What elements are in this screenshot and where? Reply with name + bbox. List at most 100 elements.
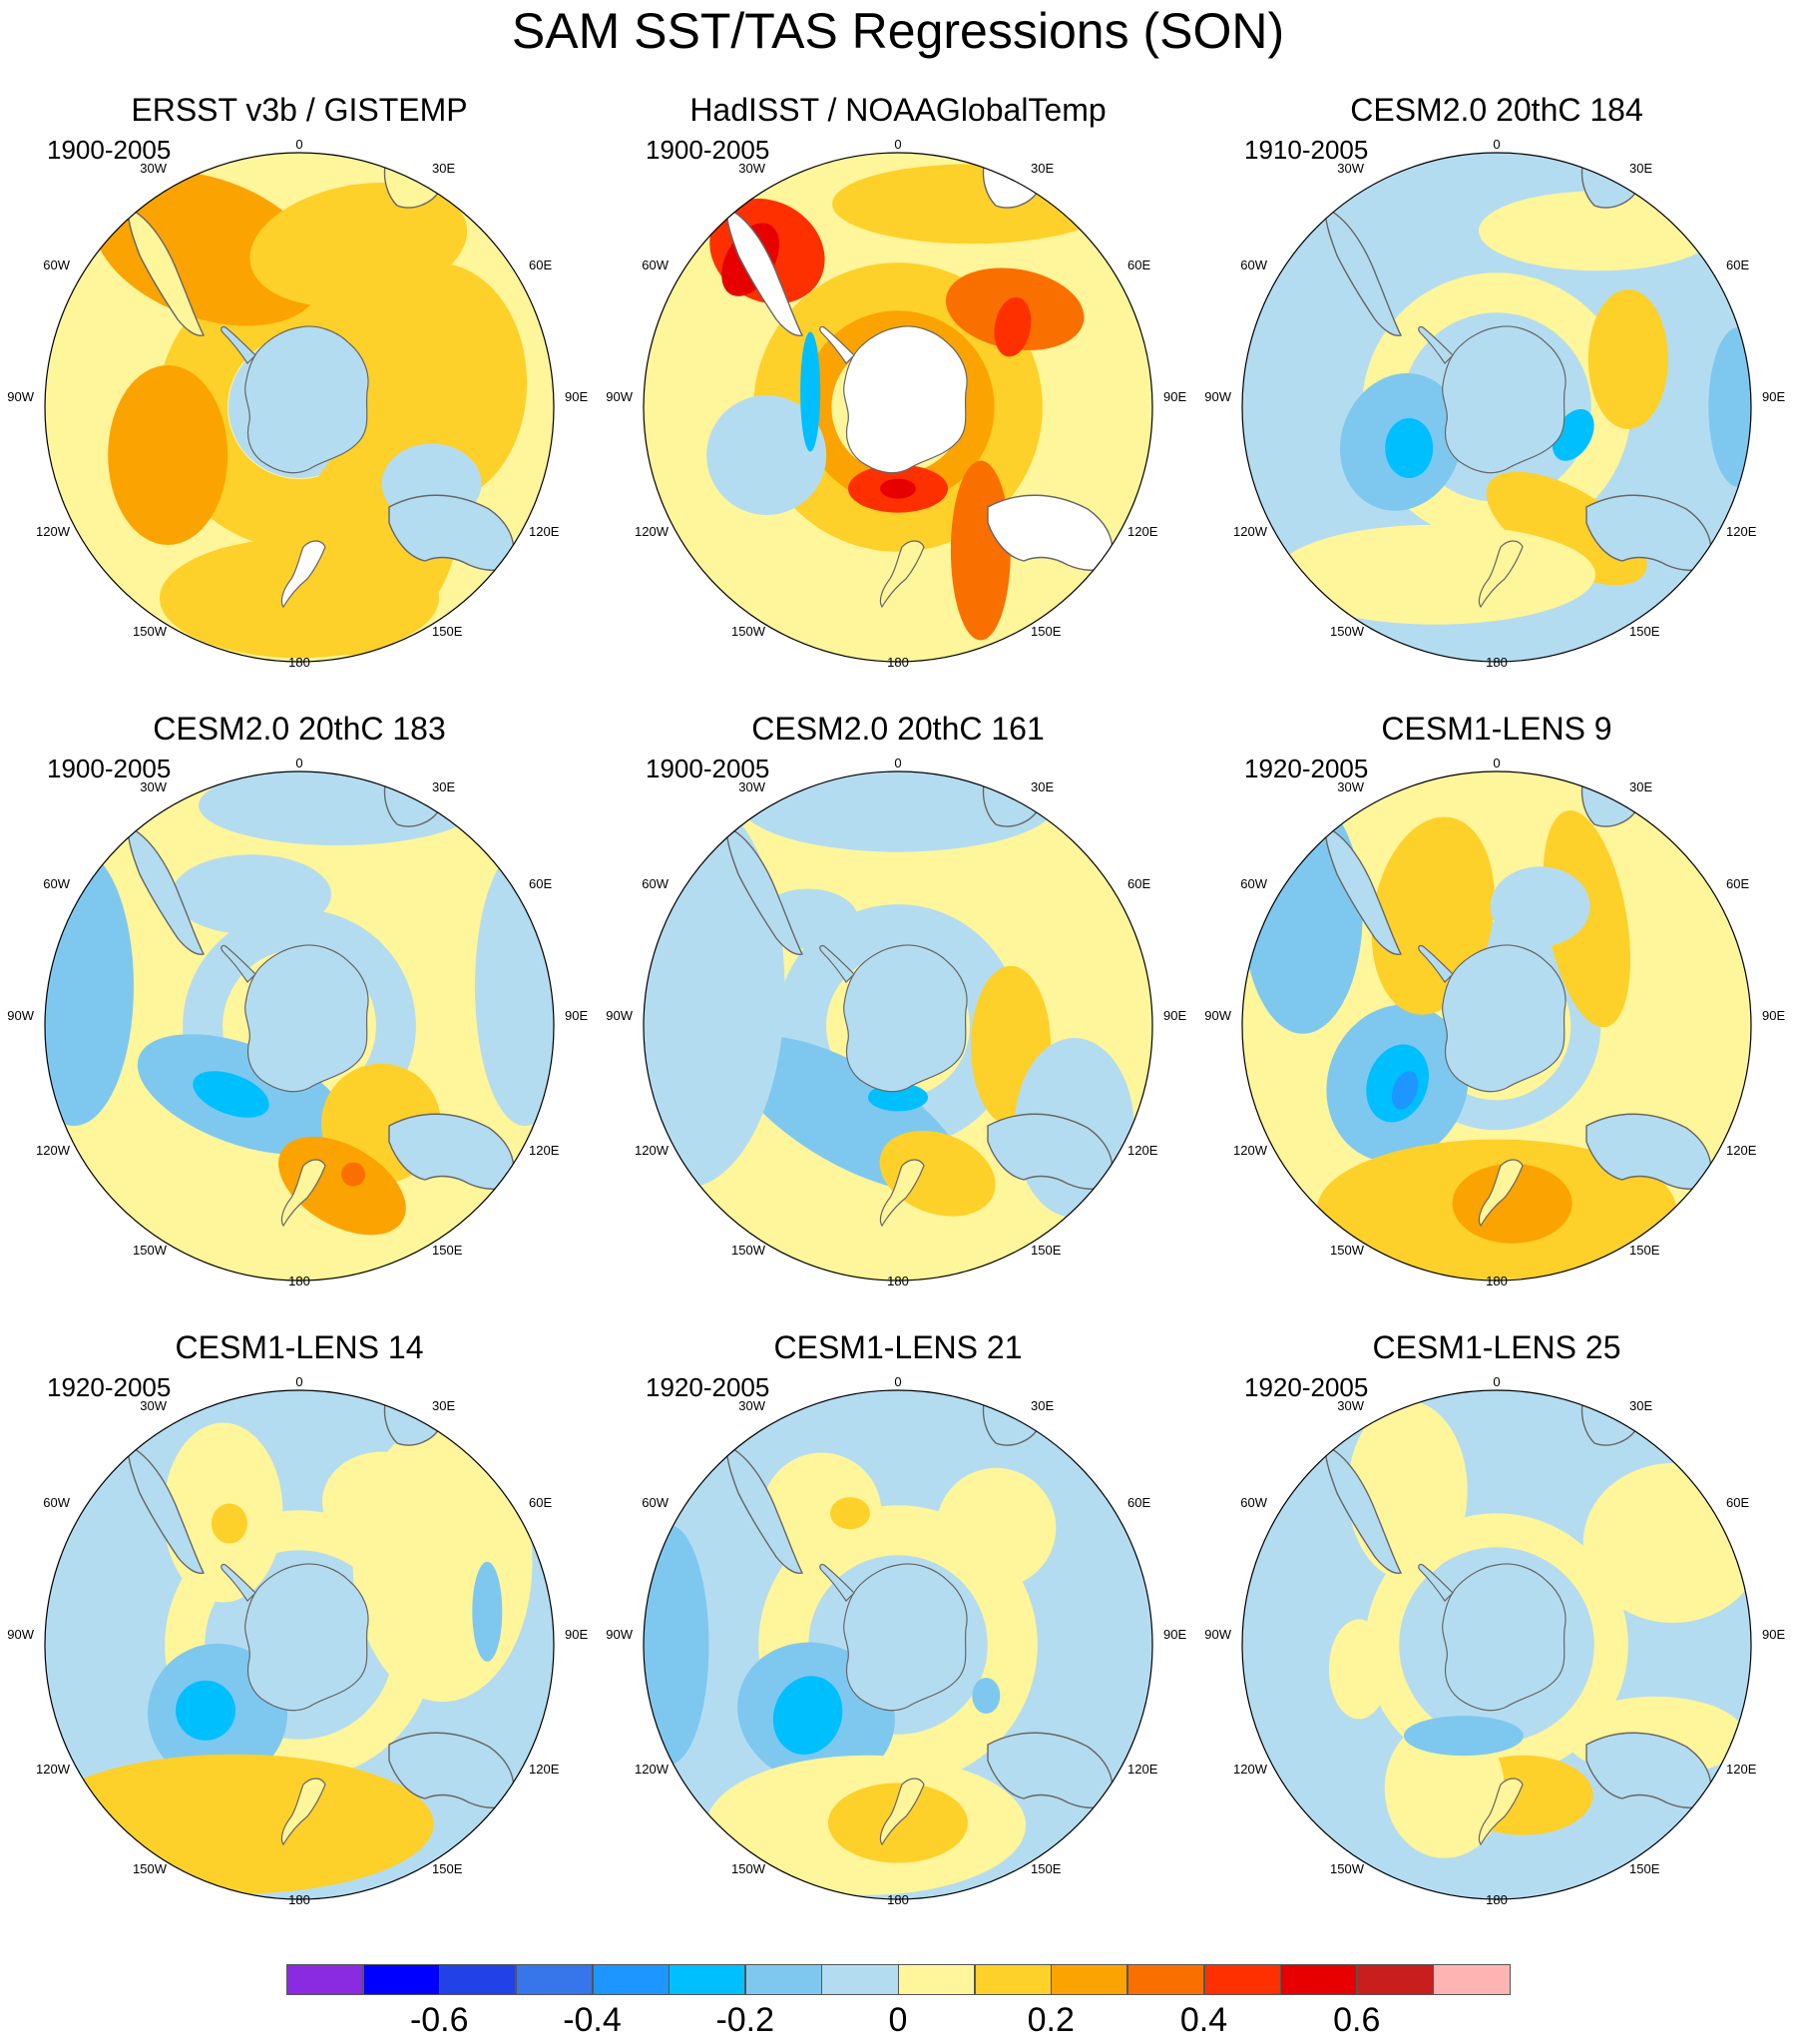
polar-map: 0 30E 60E 90E 120E 150E 180 150W 120W 90W 60W 30W bbox=[606, 756, 1186, 1288]
longitude-label: 30W bbox=[140, 779, 167, 794]
polar-map: 0 30E 60E 90E 120E 150E 180 150W 120W 90W 60W 30W bbox=[606, 137, 1186, 670]
longitude-label: 180 bbox=[887, 655, 909, 670]
anomaly-region bbox=[176, 1680, 235, 1741]
longitude-label: 120E bbox=[1726, 1762, 1757, 1777]
colorbar-swatch bbox=[744, 1964, 822, 1995]
longitude-label: 150E bbox=[1629, 1243, 1660, 1258]
antarctica-landmass bbox=[244, 944, 369, 1093]
longitude-label: 150E bbox=[432, 624, 463, 639]
south-america-landmass bbox=[1324, 206, 1403, 336]
longitude-label: 30W bbox=[140, 1398, 167, 1413]
longitude-label: 30W bbox=[738, 1398, 765, 1413]
antarctica-landmass bbox=[244, 1563, 369, 1712]
map-panel-cesm2-161: CESM2.0 20thC 161 1900-2005 0 30E 60E 90E 12… bbox=[599, 709, 1197, 1327]
longitude-label: 90E bbox=[565, 1627, 588, 1642]
map-boundary bbox=[44, 770, 555, 1281]
map-boundary bbox=[1241, 770, 1752, 1281]
field-layer bbox=[644, 771, 1152, 1280]
longitude-label: 90E bbox=[565, 1008, 588, 1023]
anomaly-region bbox=[994, 296, 1032, 357]
longitude-label: 90W bbox=[7, 389, 34, 404]
colorbar-swatch bbox=[592, 1964, 670, 1995]
antarctic-peninsula bbox=[819, 1563, 855, 1602]
longitude-label: 30W bbox=[1337, 161, 1364, 176]
panel-period: 1900-2005 bbox=[47, 135, 172, 165]
longitude-label: 120E bbox=[1127, 1143, 1158, 1158]
longitude-label: 120W bbox=[1233, 524, 1268, 539]
longitude-label: 120W bbox=[36, 1762, 71, 1777]
anomaly-region bbox=[160, 538, 439, 659]
anomaly-region bbox=[800, 331, 821, 452]
anomaly-region bbox=[472, 1561, 503, 1662]
antarctic-peninsula bbox=[1418, 325, 1454, 364]
longitude-label: 0 bbox=[295, 1374, 302, 1389]
colorbar-swatch bbox=[1356, 1964, 1434, 1995]
longitude-label: 30E bbox=[1031, 161, 1054, 176]
south-america-landmass bbox=[725, 824, 804, 955]
polar-map: 0 30E 60E 90E 120E 150E 180 150W 120W 90W 60W 30W bbox=[1204, 1374, 1785, 1907]
colorbar: -0.6 -0.4 -0.2 0 0.2 0.4 0.6 bbox=[286, 1964, 1511, 2040]
panel-period: 1900-2005 bbox=[47, 754, 172, 783]
new-zealand-landmass bbox=[280, 1159, 326, 1228]
new-zealand-landmass bbox=[879, 1778, 925, 1846]
longitude-label: 120E bbox=[1127, 1762, 1158, 1777]
longitude-label: 90E bbox=[1762, 1008, 1785, 1023]
panel-period: 1900-2005 bbox=[646, 135, 770, 165]
longitude-label: 90W bbox=[1204, 1008, 1231, 1023]
map-boundary bbox=[643, 152, 1153, 663]
polar-map: 0 30E 60E 90E 120E 150E 180 150W 120W 90W 60W 30W bbox=[7, 1374, 588, 1907]
new-zealand-landmass bbox=[280, 1778, 326, 1846]
colorbar-swatch bbox=[821, 1964, 899, 1995]
longitude-label: 180 bbox=[1486, 1892, 1508, 1907]
longitude-label: 120W bbox=[36, 1143, 71, 1158]
longitude-label: 120E bbox=[529, 524, 560, 539]
anomaly-region bbox=[341, 1162, 366, 1187]
longitude-label: 60E bbox=[529, 876, 552, 891]
panel-title: CESM1-LENS 9 bbox=[1381, 711, 1612, 747]
anomaly-region bbox=[1708, 327, 1751, 487]
colorbar-tick-label: -0.2 bbox=[715, 2001, 775, 2039]
map-panel-cesm1-lens-25: CESM1-LENS 25 1920-2005 0 30E 60E 90E 120E 15… bbox=[1197, 1327, 1796, 1946]
longitude-label: 120E bbox=[529, 1762, 560, 1777]
anomaly-region bbox=[1391, 1071, 1419, 1110]
anomaly-region bbox=[321, 1451, 442, 1552]
longitude-label: 30E bbox=[432, 1398, 455, 1413]
longitude-label: 150W bbox=[133, 624, 168, 639]
longitude-label: 30E bbox=[1629, 779, 1652, 794]
south-america-landmass bbox=[725, 206, 804, 336]
anomaly-region bbox=[92, 171, 323, 326]
antarctic-peninsula bbox=[1418, 944, 1454, 983]
colorbar-swatch bbox=[974, 1964, 1052, 1995]
panel-title: CESM1-LENS 25 bbox=[1372, 1329, 1621, 1365]
map-panel-hadisst: HadISST / NOAAGlobalTemp 1900-2005 0 30E 6… bbox=[599, 90, 1197, 709]
longitude-label: 90W bbox=[7, 1008, 34, 1023]
longitude-label: 120E bbox=[529, 1143, 560, 1158]
anomaly-region bbox=[1328, 1619, 1389, 1720]
longitude-label: 180 bbox=[1486, 1274, 1508, 1288]
anomaly-region bbox=[830, 1497, 870, 1530]
field-layer bbox=[1242, 771, 1751, 1280]
longitude-label: 30W bbox=[1337, 779, 1364, 794]
antarctica-landmass bbox=[1442, 944, 1567, 1093]
polar-map: 0 30E 60E 90E 120E 150E 180 150W 120W 90W 60W 30W bbox=[7, 137, 588, 670]
colorbar-swatch bbox=[362, 1964, 440, 1995]
longitude-label: 180 bbox=[887, 1274, 909, 1288]
panel-period: 1920-2005 bbox=[47, 1372, 172, 1402]
longitude-label: 90E bbox=[1762, 1627, 1785, 1642]
south-america-landmass bbox=[1324, 824, 1403, 955]
new-zealand-landmass bbox=[879, 540, 925, 609]
longitude-label: 90W bbox=[7, 1627, 34, 1642]
map-panel-cesm1-lens-9: CESM1-LENS 9 1920-2005 0 30E 60E 90E 120E 150… bbox=[1197, 709, 1796, 1327]
map-panel-ersst: ERSST v3b / GISTEMP 1900-2005 0 30E 60E 90E… bbox=[0, 90, 599, 709]
longitude-label: 60W bbox=[1240, 1495, 1267, 1510]
longitude-label: 60E bbox=[1127, 1495, 1150, 1510]
map-boundary bbox=[44, 152, 555, 663]
anomaly-region bbox=[211, 1503, 247, 1544]
longitude-label: 30W bbox=[738, 161, 765, 176]
longitude-label: 150W bbox=[133, 1243, 168, 1258]
panel-title: ERSST v3b / GISTEMP bbox=[131, 92, 468, 128]
anomaly-region bbox=[1582, 1463, 1751, 1623]
longitude-label: 30W bbox=[1337, 1398, 1364, 1413]
longitude-label: 90W bbox=[606, 1627, 633, 1642]
longitude-label: 30W bbox=[140, 161, 167, 176]
